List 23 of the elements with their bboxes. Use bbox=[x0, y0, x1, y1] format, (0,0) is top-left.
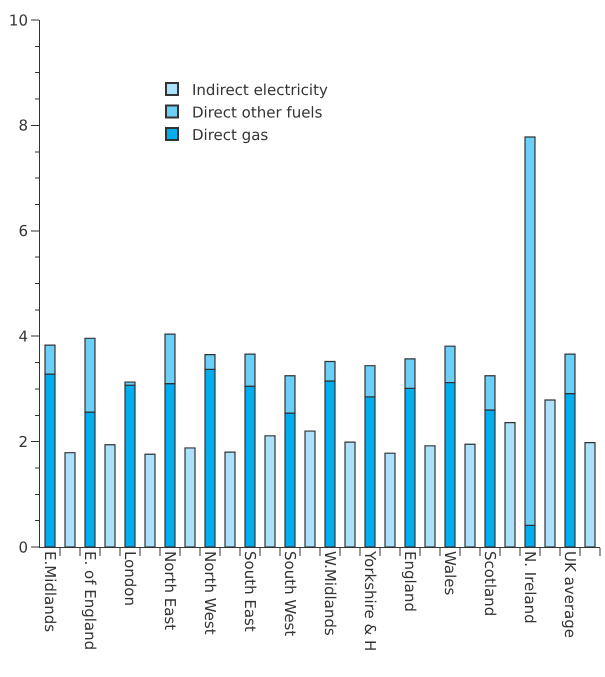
x-tick-label: Yorkshire & H bbox=[361, 550, 380, 652]
x-tick-label: E.Midlands bbox=[41, 551, 60, 632]
y-tick-label: 2 bbox=[18, 432, 28, 451]
x-tick-label: North West bbox=[201, 551, 220, 635]
legend-label: Direct gas bbox=[192, 126, 268, 144]
x-tick-label: London bbox=[121, 551, 140, 606]
x-tick-label: South East bbox=[241, 551, 260, 632]
y-tick-label: 4 bbox=[18, 327, 28, 346]
y-tick-label: 8 bbox=[18, 116, 28, 135]
x-tick-label: E. of England bbox=[81, 551, 100, 650]
y-tick-label: 0 bbox=[18, 538, 28, 556]
x-tick-label: Scotland bbox=[481, 551, 500, 616]
x-tick-label: N. Ireland bbox=[521, 551, 540, 624]
legend-label: Indirect electricity bbox=[192, 80, 328, 99]
x-tick-label: UK average bbox=[561, 551, 580, 638]
x-tick-label: North East bbox=[161, 551, 180, 630]
x-tick-label: W.Midlands bbox=[321, 551, 340, 636]
x-tick-label: England bbox=[401, 551, 420, 612]
x-tick-label: South West bbox=[281, 551, 300, 636]
legend-label: Direct other fuels bbox=[192, 103, 323, 122]
y-tick-label: 6 bbox=[18, 222, 28, 240]
x-tick-label: Wales bbox=[441, 551, 460, 596]
y-tick-label: 10 bbox=[8, 11, 28, 30]
